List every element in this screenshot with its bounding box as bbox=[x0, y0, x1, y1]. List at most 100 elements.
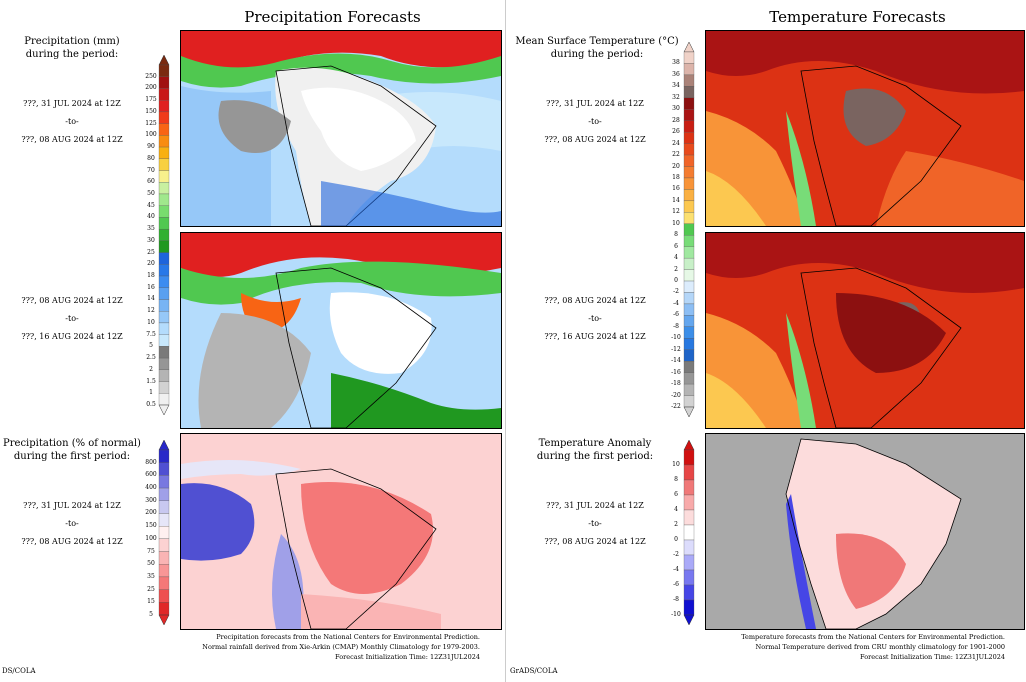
temp-colorbar-bottom-arrow bbox=[683, 406, 695, 417]
pct-colorbar-swatch bbox=[158, 462, 170, 476]
pct-colorbar-tick-label: 50 bbox=[147, 560, 155, 568]
anom-colorbar-top-arrow bbox=[683, 440, 695, 451]
temp-colorbar-tick-label: -4 bbox=[673, 299, 679, 307]
anom-colorbar-tick-label: 4 bbox=[674, 506, 678, 513]
precip-pct-map bbox=[180, 433, 502, 630]
temp-colorbar-swatch bbox=[683, 74, 695, 87]
temp-colorbar-tick-label: 14 bbox=[672, 196, 680, 204]
temp-colorbar-swatch bbox=[683, 269, 695, 282]
pct-colorbar-tick-label: 35 bbox=[147, 572, 155, 580]
temp-period-2-dates: ???, 08 AUG 2024 at 12Z -to-???, 16 AUG 2… bbox=[544, 296, 646, 341]
precip-colorbar-swatch bbox=[158, 287, 170, 300]
temp-colorbar-tick-label: 8 bbox=[674, 231, 678, 239]
precip-colorbar-tick-label: 45 bbox=[147, 201, 155, 209]
temp-colorbar-tick-label: 0 bbox=[674, 277, 678, 285]
anom-colorbar-tick-label: 0 bbox=[674, 536, 678, 543]
pct-colorbar-bottom-arrow bbox=[158, 614, 170, 625]
temp-colorbar-swatch bbox=[683, 223, 695, 236]
temp-colorbar-tick-label: 22 bbox=[672, 151, 680, 159]
precip-footer: Precipitation forecasts from the Nationa… bbox=[202, 633, 480, 661]
precip-colorbar-swatch bbox=[158, 393, 170, 406]
precip-colorbar-tick-label: 150 bbox=[145, 107, 157, 115]
precip-colorbar-top-arrow bbox=[158, 55, 170, 66]
temp-colorbar-tick-label: -14 bbox=[671, 357, 681, 365]
precip-colorbar-swatch bbox=[158, 182, 170, 195]
temp-colorbar-tick-label: 2 bbox=[674, 265, 678, 273]
pct-colorbar-tick-label: 15 bbox=[147, 598, 155, 606]
pct-colorbar-tick-label: 75 bbox=[147, 547, 155, 555]
temp-colorbar-swatch bbox=[683, 189, 695, 202]
pct-colorbar-swatch bbox=[158, 449, 170, 463]
precip-colorbar-tick-label: 0.5 bbox=[146, 401, 156, 408]
temp-colorbar-tick-label: 26 bbox=[672, 128, 680, 136]
precip-colorbar-swatch bbox=[158, 205, 170, 218]
anom-colorbar-swatch bbox=[683, 554, 695, 571]
temp-colorbar-swatch bbox=[683, 303, 695, 316]
temp-colorbar-swatch bbox=[683, 315, 695, 327]
pct-colorbar-tick-label: 150 bbox=[145, 522, 157, 530]
temp-map-period-2 bbox=[705, 232, 1025, 429]
precip-colorbar-swatch bbox=[158, 123, 170, 136]
pct-colorbar-swatch bbox=[158, 602, 170, 616]
precip-colorbar-tick-label: 16 bbox=[147, 283, 155, 291]
precip-map-period-2 bbox=[180, 232, 502, 429]
temp-colorbar-swatch bbox=[683, 63, 695, 76]
temp-colorbar-tick-label: 38 bbox=[672, 59, 680, 67]
precip-colorbar-tick-label: 7.5 bbox=[146, 330, 156, 338]
precip-colorbar-swatch bbox=[158, 334, 170, 347]
precip-colorbar-swatch bbox=[158, 100, 170, 113]
pct-colorbar-top-arrow bbox=[158, 440, 170, 451]
pct-colorbar-swatch bbox=[158, 551, 170, 565]
temp-forecasts-title: Temperature Forecasts bbox=[769, 8, 946, 26]
temp-period-3-dates: ???, 31 JUL 2024 at 12Z -to-???, 08 AUG 2… bbox=[544, 501, 646, 546]
temp-footer: Temperature forecasts from the National … bbox=[741, 633, 1005, 661]
precip-colorbar-tick-label: 100 bbox=[145, 131, 157, 139]
precip-colorbar-tick-label: 200 bbox=[145, 84, 157, 92]
precip-colorbar-tick-label: 2 bbox=[149, 365, 153, 373]
temp-colorbar-tick-label: -8 bbox=[673, 322, 679, 330]
precip-colorbar-swatch bbox=[158, 64, 170, 77]
precip-colorbar-tick-label: 12 bbox=[147, 307, 155, 315]
anom-colorbar-swatch bbox=[683, 599, 695, 616]
temp-colorbar-swatch bbox=[683, 97, 695, 110]
temp-anomaly-colorbar bbox=[683, 440, 695, 625]
pct-colorbar-swatch bbox=[158, 500, 170, 514]
precip-colorbar-swatch bbox=[158, 369, 170, 382]
temp-colorbar-tick-label: 34 bbox=[672, 82, 680, 90]
temp-colorbar-swatch bbox=[683, 109, 695, 121]
temp-anomaly-map bbox=[705, 433, 1025, 630]
pct-colorbar-swatch bbox=[158, 538, 170, 552]
precip-colorbar-swatch bbox=[158, 357, 170, 370]
temp-colorbar-tick-label: 36 bbox=[672, 70, 680, 78]
temp-anomaly-label: Temperature Anomaly during the first peri… bbox=[536, 438, 654, 462]
temp-colorbar-swatch bbox=[683, 349, 695, 362]
right-corner-label: GrADS/COLA bbox=[510, 667, 558, 675]
precip-colorbar-swatch bbox=[158, 346, 170, 359]
temp-map-period-1 bbox=[705, 30, 1025, 227]
temp-colorbar-tick-label: 12 bbox=[672, 208, 680, 216]
anom-colorbar-tick-label: -8 bbox=[673, 596, 679, 603]
temp-colorbar-swatch bbox=[683, 212, 695, 224]
temp-colorbar-tick-label: -10 bbox=[671, 334, 681, 342]
precip-colorbar-swatch bbox=[158, 135, 170, 148]
temp-colorbar-swatch bbox=[683, 200, 695, 213]
precip-colorbar-swatch bbox=[158, 111, 170, 124]
pct-colorbar-swatch bbox=[158, 526, 170, 539]
temp-colorbar-tick-label: -16 bbox=[671, 368, 681, 376]
pct-colorbar-swatch bbox=[158, 475, 170, 489]
temp-colorbar-tick-label: -22 bbox=[671, 403, 681, 410]
precip-colorbar-tick-label: 1 bbox=[149, 389, 153, 397]
panel-divider bbox=[505, 0, 506, 682]
temp-colorbar-tick-label: -6 bbox=[673, 311, 679, 319]
anom-colorbar-tick-label: -2 bbox=[673, 551, 679, 558]
precip-colorbar-tick-label: 250 bbox=[145, 72, 157, 80]
anom-colorbar-swatch bbox=[683, 479, 695, 496]
precip-colorbar-tick-label: 18 bbox=[147, 272, 155, 280]
pct-colorbar-tick-label: 5 bbox=[149, 611, 153, 618]
temp-colorbar-swatch bbox=[683, 383, 695, 396]
temp-colorbar bbox=[683, 42, 695, 417]
temp-colorbar-tick-label: 6 bbox=[674, 242, 678, 250]
precip-colorbar-tick-label: 40 bbox=[147, 213, 155, 221]
anom-colorbar-swatch bbox=[683, 524, 695, 541]
temp-colorbar-tick-label: -12 bbox=[671, 345, 681, 353]
